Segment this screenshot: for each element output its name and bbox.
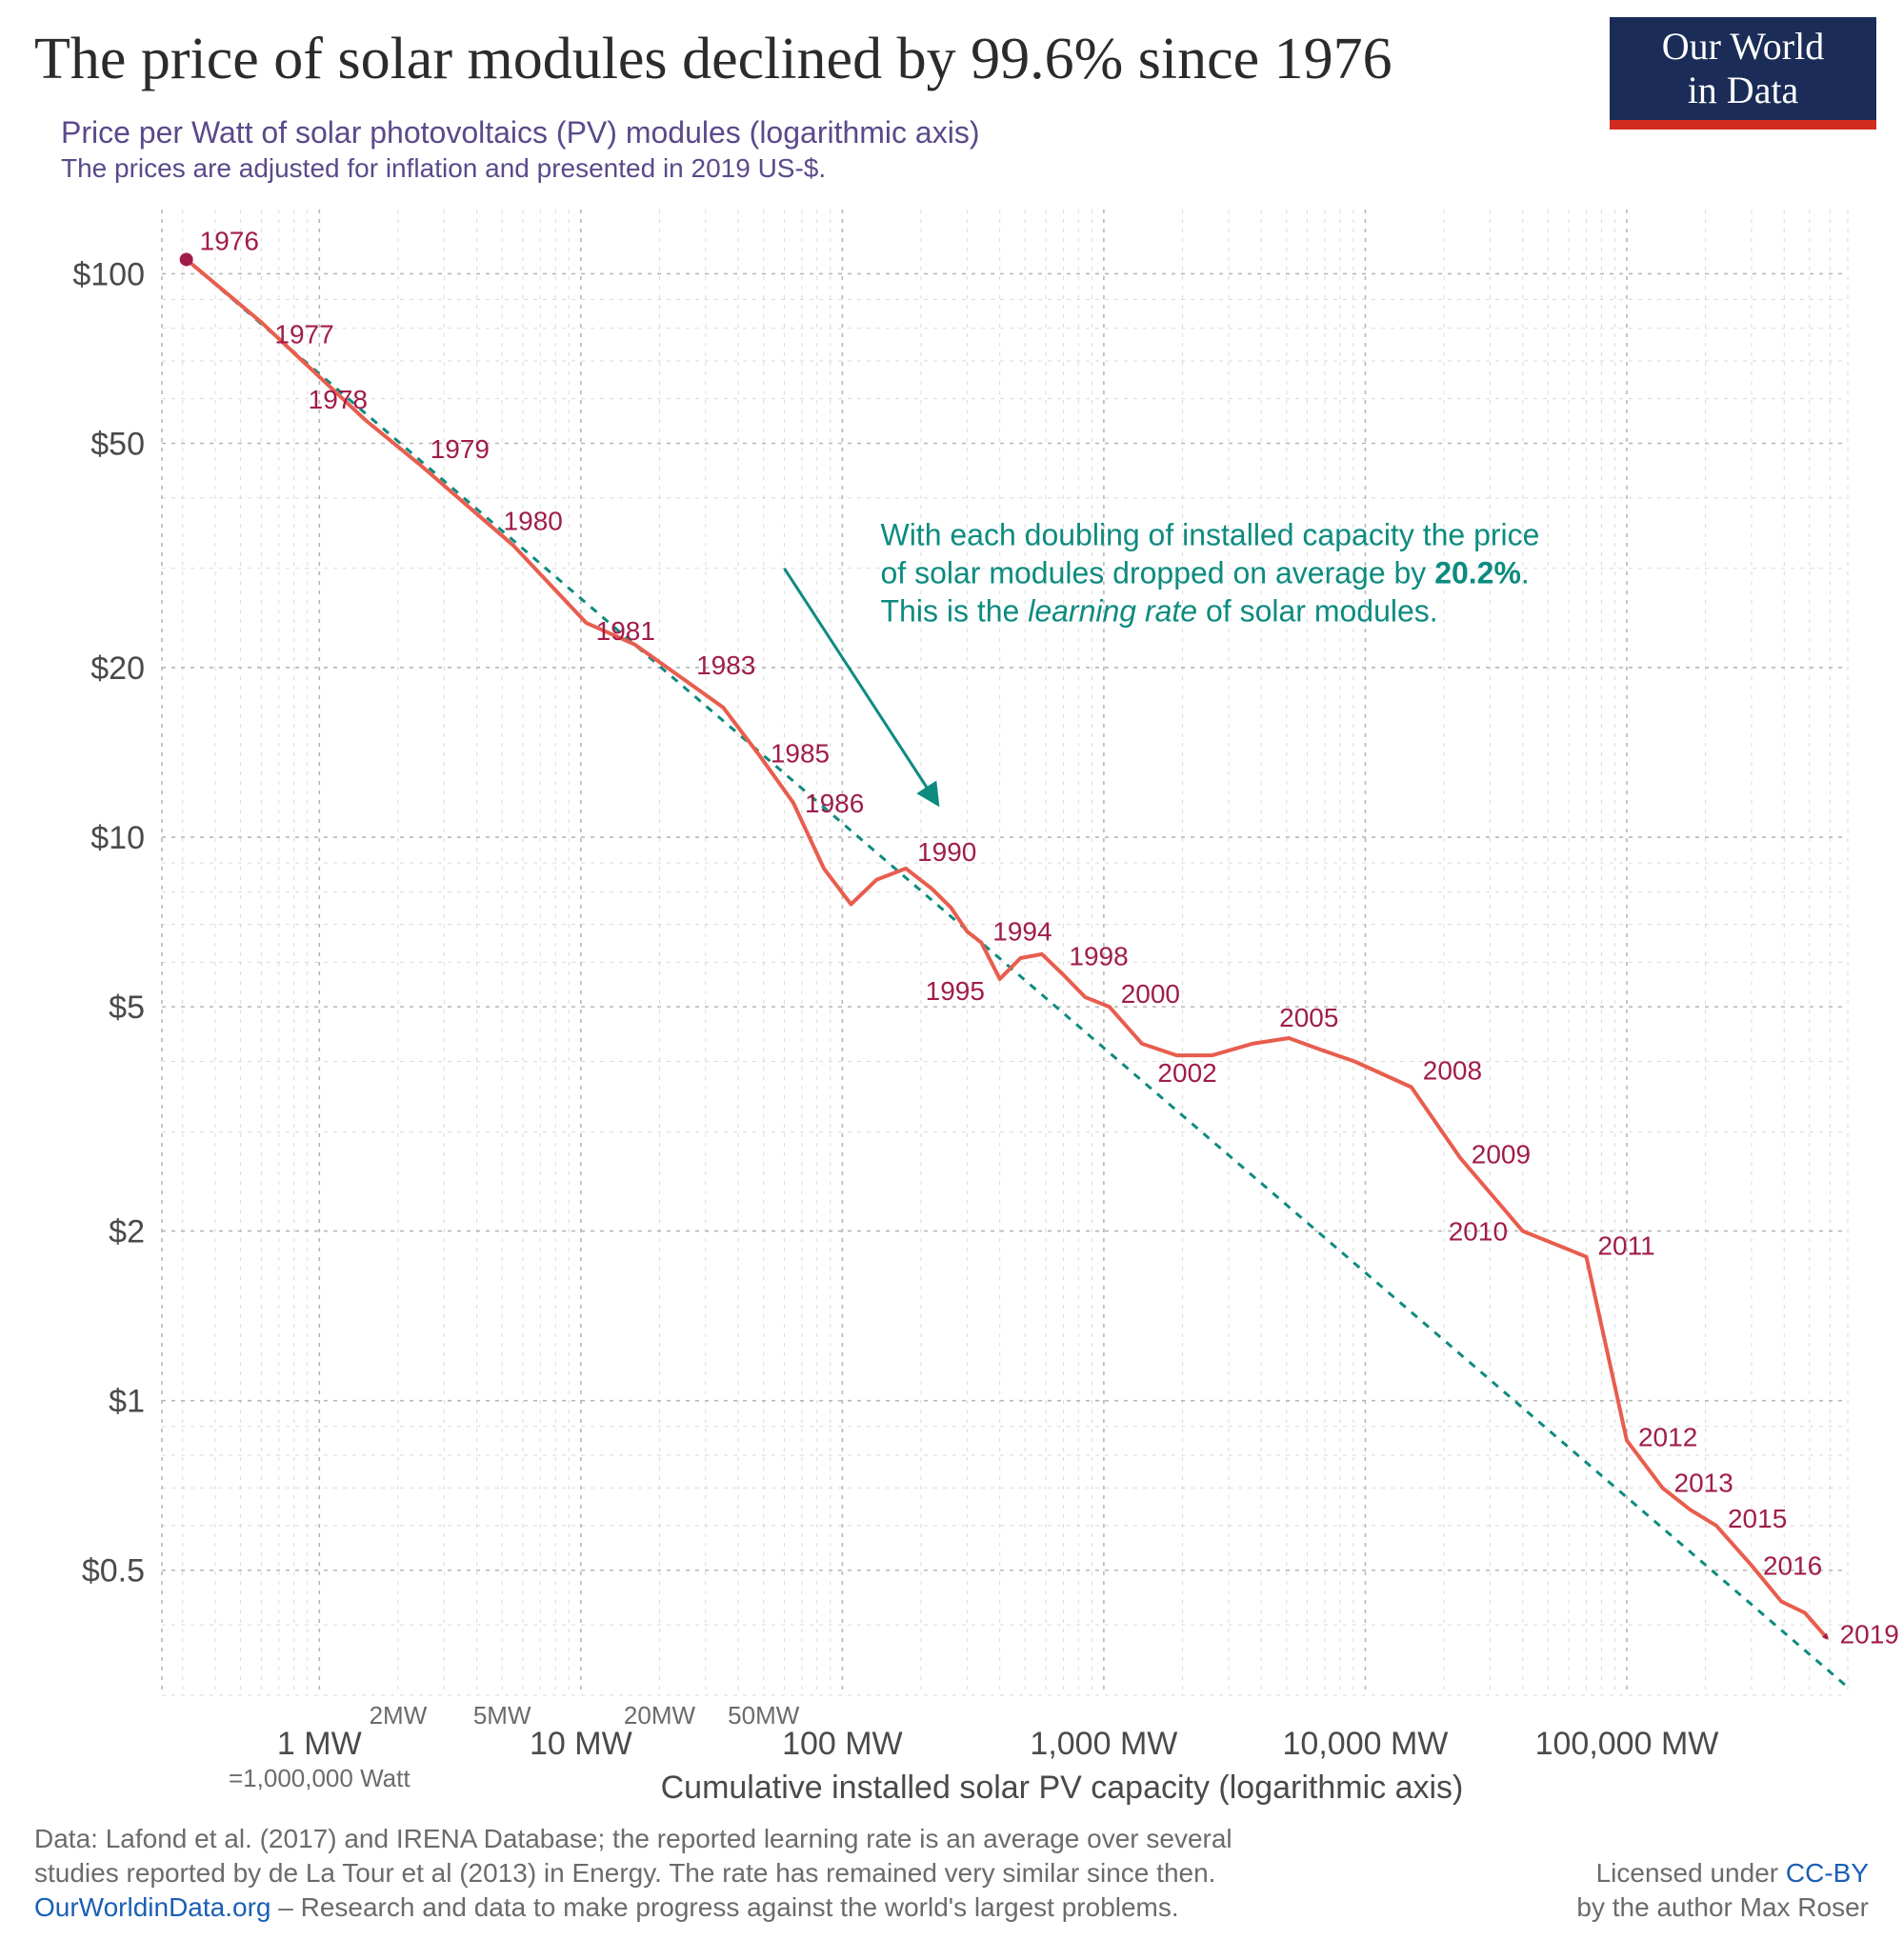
x-tick-sublabel: =1,000,000 Watt — [229, 1764, 411, 1792]
x-minor-tick-label: 20MW — [624, 1701, 696, 1730]
point-label: 1979 — [431, 434, 490, 464]
point-label: 2000 — [1121, 979, 1180, 1009]
y-tick-label: $5 — [109, 990, 145, 1026]
footer-license: Licensed under CC-BY — [1596, 1858, 1870, 1888]
x-tick-label: 10,000 MW — [1283, 1726, 1449, 1762]
point-label: 1990 — [917, 837, 976, 867]
chart-container: 1976 1977 1978 1979 1980 1981 1983 1985 1986 1990… — [0, 0, 1903, 1960]
y-axis-labels: $100 $50 $20 $10 $5 $2 $1 $0.5 — [72, 256, 145, 1589]
point-label: 2016 — [1763, 1551, 1822, 1581]
y-tick-label: $1 — [109, 1384, 145, 1420]
point-label: 1995 — [926, 976, 985, 1006]
series-start-dot — [180, 252, 193, 266]
footer-site-line: OurWorldinData.org – Research and data t… — [34, 1892, 1179, 1922]
x-tick-label: 1,000 MW — [1030, 1726, 1177, 1762]
footer-source-1: Data: Lafond et al. (2017) and IRENA Dat… — [34, 1824, 1232, 1853]
x-minor-tick-label: 5MW — [473, 1701, 531, 1730]
y-tick-label: $0.5 — [82, 1553, 145, 1590]
svg-text:Our World: Our World — [1662, 25, 1824, 68]
point-label: 2011 — [1597, 1231, 1654, 1261]
point-label: 1985 — [771, 739, 830, 769]
footer-source-2: studies reported by de La Tour et al (20… — [34, 1858, 1215, 1888]
chart-title: The price of solar modules declined by 9… — [34, 27, 1392, 91]
point-label: 1977 — [274, 319, 333, 349]
svg-text:in Data: in Data — [1688, 69, 1799, 111]
point-label: 1983 — [696, 650, 755, 680]
chart-subtitle: Price per Watt of solar photovoltaics (P… — [61, 115, 979, 150]
chart-subtitle-2: The prices are adjusted for inflation an… — [61, 153, 826, 183]
footer: Data: Lafond et al. (2017) and IRENA Dat… — [34, 1824, 1869, 1922]
point-labels: 1976 1977 1978 1979 1980 1981 1983 1985 1986 1990… — [200, 226, 1899, 1649]
y-tick-label: $20 — [90, 650, 145, 687]
point-label: 1986 — [805, 789, 864, 818]
owid-logo: Our Worldin Data — [1610, 17, 1876, 130]
point-label: 1981 — [596, 616, 655, 646]
learning-rate-annotation: With each doubling of installed capacity… — [880, 517, 1539, 628]
x-tick-label: 1 MW — [277, 1726, 362, 1762]
x-minor-tick-label: 50MW — [728, 1701, 800, 1730]
chart-svg: 1976 1977 1978 1979 1980 1981 1983 1985 1986 1990… — [0, 0, 1903, 1960]
price-series-line — [187, 259, 1827, 1637]
y-tick-label: $2 — [109, 1214, 145, 1250]
x-tick-label: 10 MW — [530, 1726, 632, 1762]
point-label: 2012 — [1638, 1422, 1697, 1451]
point-label: 2005 — [1279, 1003, 1338, 1032]
gridlines — [162, 210, 1848, 1695]
trendline — [187, 259, 1848, 1687]
point-label: 2019 — [1840, 1619, 1899, 1649]
point-label: 1994 — [992, 917, 1052, 947]
point-label: 2015 — [1728, 1504, 1787, 1533]
x-tick-label: 100,000 MW — [1535, 1726, 1719, 1762]
y-tick-label: $10 — [90, 820, 145, 856]
point-label: 1998 — [1069, 941, 1128, 970]
point-label: 1980 — [504, 506, 563, 535]
point-label: 2009 — [1472, 1139, 1531, 1169]
point-label: 2010 — [1449, 1217, 1508, 1247]
y-tick-label: $100 — [72, 256, 145, 292]
point-label: 2013 — [1674, 1468, 1733, 1497]
footer-author: by the author Max Roser — [1576, 1892, 1869, 1922]
point-label: 2002 — [1157, 1058, 1216, 1088]
x-axis-title: Cumulative installed solar PV capacity (… — [661, 1770, 1464, 1806]
x-minor-tick-label: 2MW — [370, 1701, 428, 1730]
point-label: 2008 — [1423, 1056, 1482, 1086]
point-label: 1976 — [200, 226, 259, 255]
x-tick-label: 100 MW — [782, 1726, 903, 1762]
y-tick-label: $50 — [90, 427, 145, 463]
point-label: 1978 — [309, 385, 368, 414]
